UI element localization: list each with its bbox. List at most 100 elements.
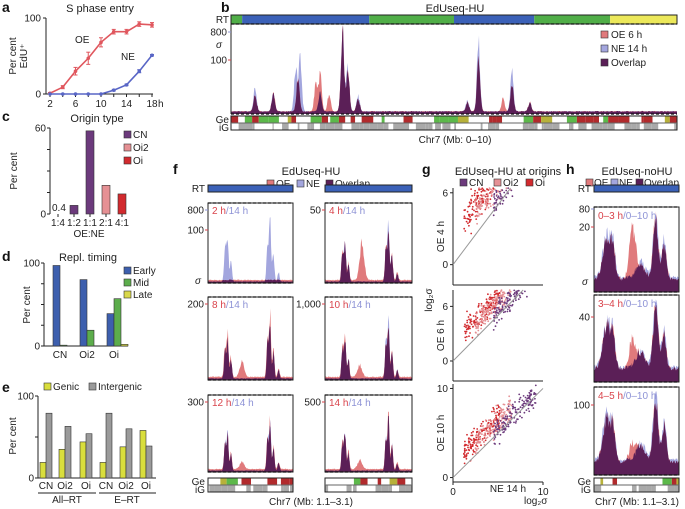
g-point-Oi2 [478,435,480,438]
g-point-Oi2 [485,201,488,203]
g-point-Oi [496,289,498,292]
b-rt-bar-segment [534,15,611,24]
c-data-label: 0.4 [52,203,66,214]
b-ge-segment [391,116,404,123]
g-point-Oi [463,456,465,458]
g-point-Oi [491,425,494,428]
g-point-Oi2 [496,193,498,196]
g-point-Oi [467,440,470,443]
b-ig-segment [576,123,579,130]
c-bar-1:2 [69,205,79,215]
g-point-CN [498,190,501,193]
g-point-Oi2 [475,441,477,444]
g-point-Oi [471,453,474,456]
g-point-Oi2 [503,403,506,406]
b-ge-segment [403,116,413,123]
g-point-Oi2 [476,441,479,444]
b-ig-segment [509,123,517,130]
b-ig-segment [562,123,570,130]
d-legend-label: Late [133,290,153,301]
f-ne-time: /14 h [348,300,370,311]
g-point-Oi [493,410,495,413]
b-ge-segment [238,116,245,123]
g-point-Oi2 [489,317,492,320]
g-point-Oi2 [475,197,478,200]
g-point-Oi [467,452,469,455]
g-point-CN [504,428,507,431]
g-point-CN [505,418,508,420]
b-ge-segment [268,116,279,123]
f-ytick-label: 200 [187,300,204,311]
d-bar-CN-Early [52,265,61,347]
b-ge-segment [468,116,472,123]
panel-label-f: f [173,161,178,177]
f-ge-segment [280,478,290,485]
h-ig-segment [646,485,652,492]
b-ig-segment [643,123,652,130]
g-point-CN [499,310,502,312]
h-ge-segment [652,478,663,485]
g-point-Oi2 [490,432,493,434]
e-legend-swatch [88,382,97,391]
b-ge-segment [384,116,388,123]
g-point-Oi2 [508,395,511,398]
b-ge-segment [310,116,322,123]
g-y-tick-label: 0 [442,473,448,484]
f-ig-segment [290,485,293,492]
g-point-CN [495,314,498,316]
a-point-NE [111,88,116,92]
h-ge-segment [600,478,604,485]
g-point-Oi2 [490,420,492,423]
b-ge-segment [492,116,497,123]
g-point-CN [499,192,502,195]
g-point-Oi2 [489,188,492,191]
g-point-CN [504,427,507,430]
f-ge-segment [353,478,361,485]
g-point-Oi [484,439,487,442]
g-point-Oi2 [479,198,481,201]
b-ig-segment [495,123,500,130]
f-panel-ne-area [208,326,293,380]
g-point-Oi2 [491,305,493,308]
b-ig-segment [383,123,389,130]
g-y-tick-label: 6 [442,302,448,313]
b-ig-segment [622,123,625,130]
g-point-Oi2 [484,202,487,205]
h-ge-segment [676,478,679,485]
g-point-Oi [491,296,494,299]
g-point-Oi [466,217,469,220]
g-point-Oi2 [503,291,505,294]
g-point-Oi2 [484,419,487,422]
e-x-tick-label: Oi [141,481,151,492]
g-point-CN [507,187,510,190]
g-point-Oi [472,326,474,328]
g-point-CN [523,411,526,414]
b-ge-segment [652,116,659,123]
b-ge-segment [350,116,356,123]
g-legend-label: Oi [535,178,545,189]
g-point-CN [517,289,520,292]
g-point-CN [502,424,505,427]
g-point-CN [518,400,521,403]
h-panel-label: 3–4 h/0–10 h [598,299,656,310]
b-ge-segment [608,116,619,123]
g-point-Oi [463,462,466,465]
g-point-CN [506,292,509,295]
g-point-Oi2 [481,320,483,323]
g-point-CN [505,196,508,199]
h-panel-label: 4–5 h/0–10 h [598,391,656,402]
g-point-CN [517,408,519,411]
g-point-Oi [478,303,480,305]
g-point-CN [495,195,498,197]
g-point-Oi [463,227,466,230]
e-legend-swatch [43,382,52,391]
f-panel-overlap-area [208,279,293,283]
a-point-OE [124,29,129,34]
b-ge-segment [669,116,676,123]
g-point-CN [501,421,503,424]
b-ig-segment [474,123,481,130]
b-ig-segment [309,123,311,130]
g-point-CN [509,295,512,298]
a-x-tick-label: 14 [121,99,133,110]
g-point-CN [525,399,528,402]
